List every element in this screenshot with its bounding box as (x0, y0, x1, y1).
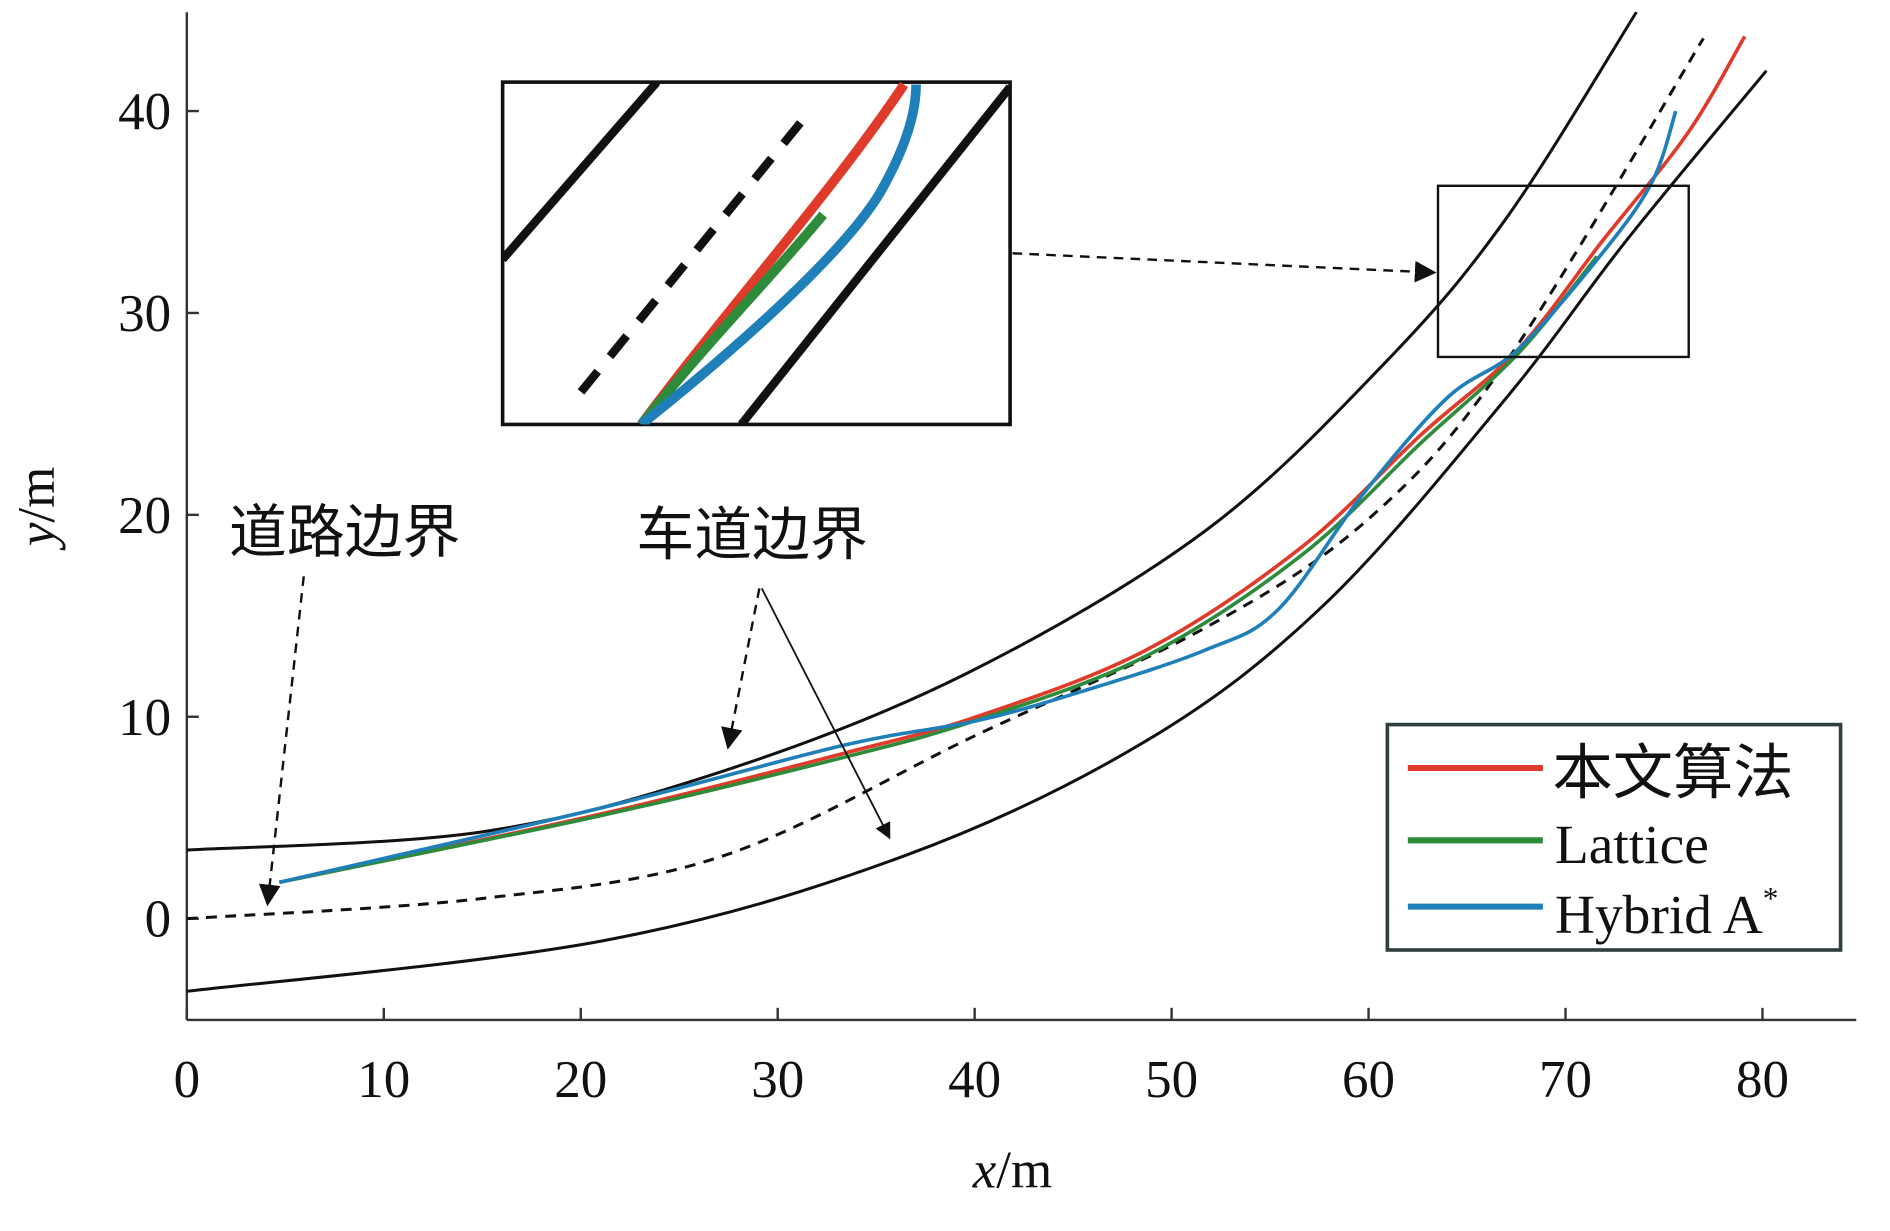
legend-label-ours: 本文算法 (1553, 740, 1794, 807)
road-boundary-upper (186, 11, 1638, 852)
legend: 本文算法 Lattice Hybrid A* (1385, 722, 1843, 952)
y-axis-label: y/m (8, 467, 66, 552)
x-tick-label-30: 30 (751, 1051, 804, 1109)
x-axis-label: x/m (972, 1141, 1052, 1199)
road-boundary-label: 道路边界 (229, 500, 460, 565)
inset-road-boundary-upper (502, 82, 661, 263)
series-ours (279, 35, 1747, 885)
x-tick-label-40: 40 (948, 1051, 1001, 1109)
x-tick-label-70: 70 (1539, 1051, 1592, 1109)
y-tick-label-10: 10 (118, 689, 171, 747)
x-tick-label-0: 0 (174, 1051, 201, 1109)
y-tick-label-30: 30 (118, 285, 171, 343)
series-lattice (279, 255, 1599, 885)
y-tick-label-40: 40 (118, 83, 171, 141)
lane-boundary-arrow-1 (721, 588, 761, 750)
x-tick-label-50: 50 (1145, 1051, 1198, 1109)
zoom-region-box (1436, 184, 1690, 359)
x-tick-label-10: 10 (357, 1051, 410, 1109)
zoom-arrow (1012, 252, 1437, 283)
y-tick-label-20: 20 (118, 487, 171, 545)
x-tick-label-60: 60 (1342, 1051, 1395, 1109)
road-boundary-lower (186, 69, 1768, 993)
lane-center-line (186, 37, 1705, 921)
inset-series-blue (638, 84, 921, 425)
zoom-inset (500, 80, 1012, 427)
series-hybrid-astar (278, 110, 1678, 885)
road-boundary-arrow (258, 576, 305, 907)
lane-boundary-label: 车道边界 (636, 503, 867, 568)
legend-label-lattice: Lattice (1555, 814, 1709, 875)
x-tick-label-80: 80 (1736, 1051, 1789, 1109)
x-tick-label-20: 20 (554, 1051, 607, 1109)
lane-boundary-arrow-2 (760, 587, 891, 840)
inset-lane-center (577, 108, 814, 395)
inset-road-boundary-lower (737, 84, 1011, 425)
y-tick-label-0: 0 (145, 891, 172, 949)
legend-label-hybrid: Hybrid A* (1555, 881, 1779, 945)
inset-series-green (637, 211, 827, 425)
